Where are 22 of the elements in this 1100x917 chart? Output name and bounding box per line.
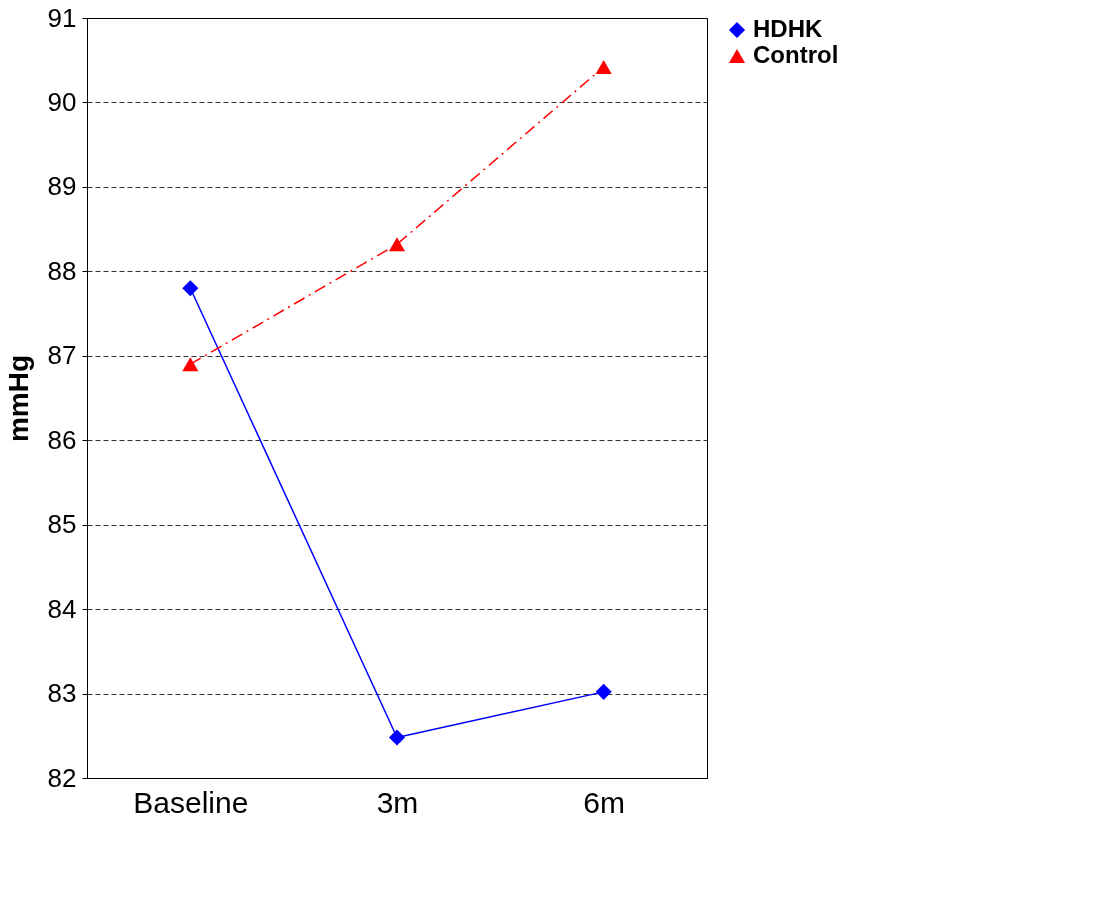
point: [388, 729, 406, 746]
y-tick-label: 89: [47, 171, 77, 202]
x-tick-label: 3m: [376, 785, 419, 819]
y-tick-label: 91: [47, 2, 77, 33]
y-axis-title: mmHg: [2, 354, 34, 443]
y-tick-label: 82: [47, 762, 77, 793]
y-tick-label: 90: [47, 86, 77, 117]
x-tick-label: 6m: [583, 785, 626, 819]
y-tick-label: 84: [47, 593, 77, 624]
point: [388, 237, 406, 252]
legend-label: HDHK: [753, 15, 823, 42]
point: [182, 280, 199, 297]
x-tick-label: Baseline: [133, 785, 249, 819]
y-tick-label: 85: [47, 509, 77, 540]
legend-label: Control: [753, 41, 839, 68]
point: [595, 60, 612, 74]
y-tick-label: 88: [47, 255, 77, 286]
y-tick-label: 83: [47, 678, 77, 709]
y-tick-label: 86: [47, 424, 77, 455]
point: [595, 683, 612, 700]
point: [182, 357, 199, 372]
y-tick-label: 87: [47, 340, 77, 371]
